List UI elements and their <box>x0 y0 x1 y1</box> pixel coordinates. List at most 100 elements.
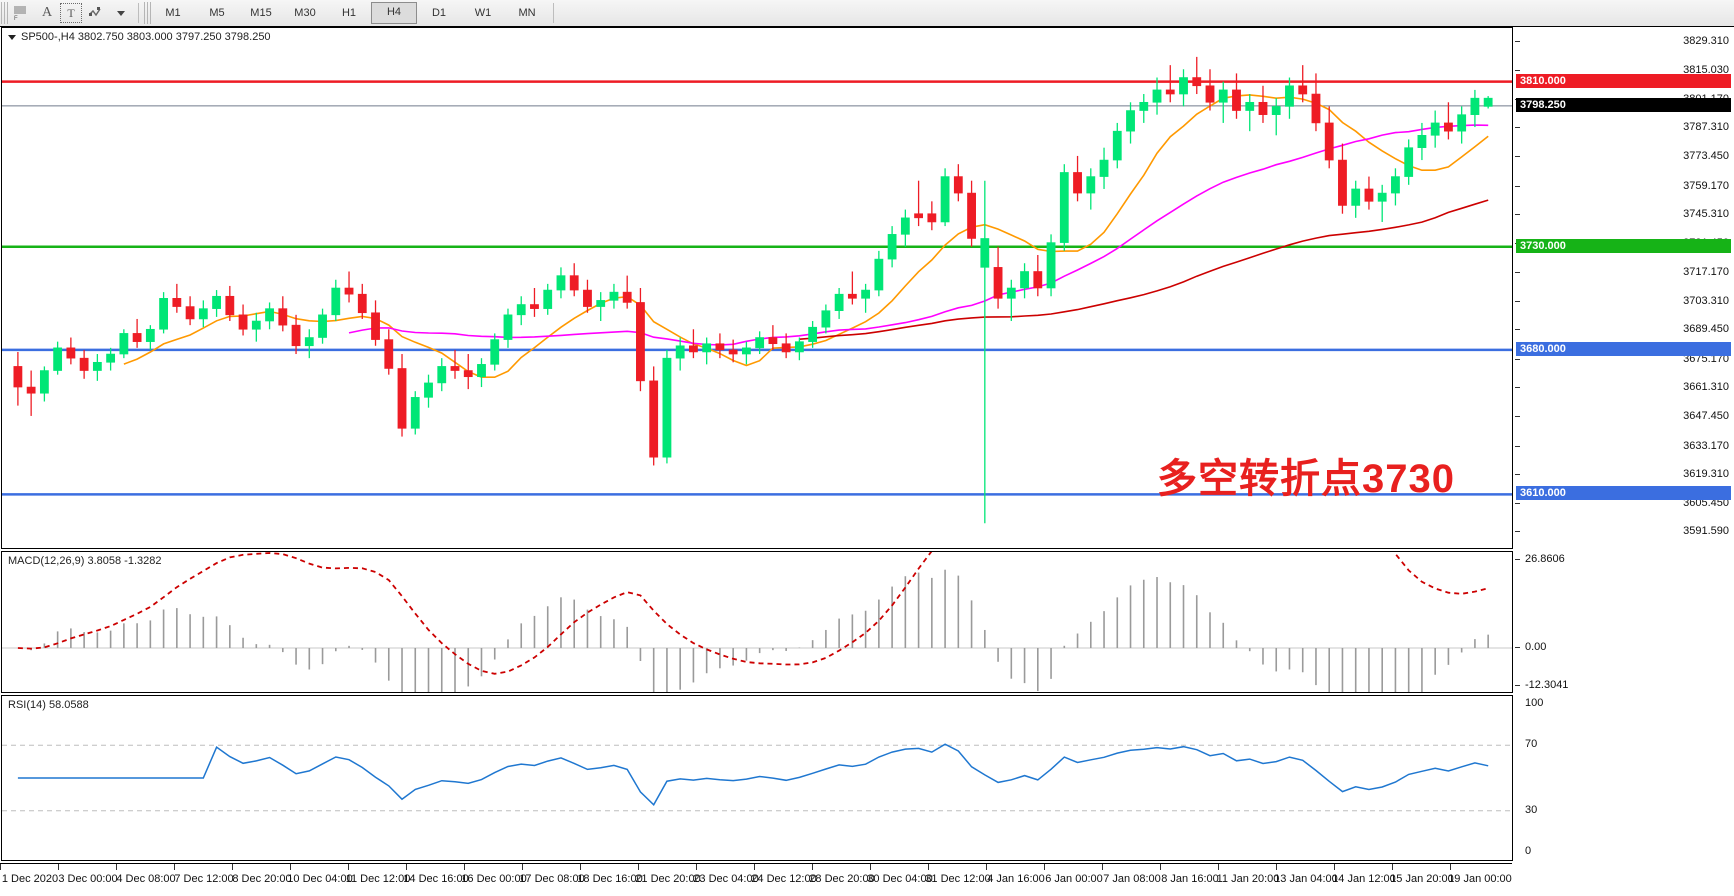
x-tick-mark <box>1276 864 1277 870</box>
x-tick-label: 19 Jan 00:00 <box>1448 873 1512 885</box>
timeframe-grip[interactable] <box>144 2 151 24</box>
x-tick-mark <box>464 864 465 870</box>
x-tick-label: 21 Dec 20:00 <box>635 873 701 885</box>
x-tick-mark <box>870 864 871 870</box>
tab-d1[interactable]: D1 <box>431 7 447 19</box>
y-tick-label: 3591.590 <box>1683 525 1729 538</box>
chart-frame: SP500-,H4 3802.750 3803.000 3797.250 379… <box>0 26 1734 894</box>
tab-h1[interactable]: H1 <box>341 7 357 19</box>
timeframe-group: M1 M5 M15 M30 H1 H4 D1 W1 MN <box>151 2 549 24</box>
rsi-y-axis[interactable]: 100 70 30 0 <box>1515 695 1733 861</box>
price-label-support-line[interactable]: 3610.000 <box>1516 486 1731 501</box>
toolbar-divider-2 <box>553 3 554 23</box>
x-tick-label: 8 Jan 16:00 <box>1161 873 1219 885</box>
tab-h4[interactable]: H4 <box>371 2 417 24</box>
x-tick-mark <box>986 864 987 870</box>
x-tick-mark <box>174 864 175 870</box>
y-tick-label: 3703.310 <box>1683 294 1729 307</box>
macd-tick-mark <box>1515 685 1520 686</box>
x-tick-label: 24 Dec 12:00 <box>751 873 817 885</box>
price-label-resistance-line[interactable]: 3810.000 <box>1516 73 1731 88</box>
x-tick-mark <box>1044 864 1045 870</box>
tab-mn[interactable]: MN <box>518 7 536 19</box>
x-tick-label: 1 Dec 2020 <box>1 873 59 885</box>
x-tick-mark <box>638 864 639 870</box>
y-tick-mark <box>1515 185 1520 187</box>
price-label-current-price[interactable]: 3798.250 <box>1516 97 1731 112</box>
x-tick-label: 6 Jan 00:00 <box>1045 873 1103 885</box>
x-tick-label: 14 Dec 16:00 <box>403 873 469 885</box>
text-tool-icon[interactable]: A <box>41 5 53 20</box>
y-tick-label: 3829.310 <box>1683 34 1729 47</box>
x-tick-label: 4 Dec 08:00 <box>116 873 176 885</box>
y-tick-mark <box>1515 214 1520 216</box>
tab-m1[interactable]: M1 <box>165 7 181 19</box>
x-tick-mark <box>116 864 117 870</box>
x-tick-mark <box>754 864 755 870</box>
price-label-support-line[interactable]: 3680.000 <box>1516 341 1731 356</box>
y-tick-label: 3745.310 <box>1683 208 1729 221</box>
macd-tick-label: 26.8606 <box>1525 553 1565 565</box>
symbol-info-label: SP500-,H4 3802.750 3803.000 3797.250 379… <box>8 31 271 43</box>
price-y-axis[interactable]: 3829.3103815.0303801.1703787.3103773.450… <box>1515 27 1733 549</box>
rsi-svg <box>2 743 1512 812</box>
x-tick-label: 31 Dec 12:00 <box>925 873 991 885</box>
y-tick-mark <box>1515 272 1520 274</box>
x-tick-label: 4 Jan 16:00 <box>987 873 1045 885</box>
tab-m30[interactable]: M30 <box>294 7 316 19</box>
collapse-arrow-icon[interactable] <box>8 34 16 40</box>
y-tick-mark <box>1515 531 1520 533</box>
x-tick-label: 11 Dec 12:00 <box>345 873 411 885</box>
x-tick-mark <box>58 864 59 870</box>
y-tick-label: 3619.310 <box>1683 468 1729 481</box>
y-tick-label: 3661.310 <box>1683 381 1729 394</box>
dropdown-caret-icon[interactable] <box>108 2 134 24</box>
crosshair-icon[interactable]: F <box>8 2 34 24</box>
macd-panel[interactable]: MACD(12,26,9) 3.8058 -1.3282 <box>1 551 1513 693</box>
x-tick-label: 17 Dec 08:00 <box>519 873 585 885</box>
time-axis[interactable]: 1 Dec 2020 3 Dec 00:00 4 Dec 08:00 7 Dec 12… <box>0 863 1512 896</box>
y-tick-label: 3759.170 <box>1683 179 1729 192</box>
x-tick-label: 23 Dec 04:00 <box>693 873 759 885</box>
x-tick-mark <box>1102 864 1103 870</box>
price-chart-panel[interactable]: SP500-,H4 3802.750 3803.000 3797.250 379… <box>1 27 1513 549</box>
rsi-tick-label: 100 <box>1525 697 1544 709</box>
y-tick-label: 3647.450 <box>1683 410 1729 423</box>
macd-label: MACD(12,26,9) 3.8058 -1.3282 <box>8 555 162 567</box>
y-tick-label: 3787.310 <box>1683 121 1729 134</box>
x-tick-label: 3 Dec 00:00 <box>58 873 118 885</box>
macd-tick-label: 0.00 <box>1525 641 1547 654</box>
y-tick-mark <box>1515 40 1520 42</box>
macd-y-axis[interactable]: 26.8606 0.00 -12.3041 <box>1515 551 1733 693</box>
tab-m5[interactable]: M5 <box>209 7 225 19</box>
x-tick-label: 18 Dec 16:00 <box>577 873 643 885</box>
x-tick-mark <box>348 864 349 870</box>
rsi-tick-label: 70 <box>1525 738 1538 751</box>
price-label-pivot-line[interactable]: 3730.000 <box>1516 238 1731 253</box>
x-tick-mark <box>406 864 407 870</box>
y-tick-label: 3633.170 <box>1683 439 1729 452</box>
x-tick-label: 7 Jan 08:00 <box>1103 873 1161 885</box>
x-tick-label: 28 Dec 20:00 <box>809 873 875 885</box>
x-tick-mark <box>1334 864 1335 870</box>
y-tick-label: 3773.450 <box>1683 150 1729 163</box>
main-toolbar: F A T M1 M5 M15 M30 H1 H4 D1 <box>0 0 1734 27</box>
toolbar-grip[interactable] <box>1 2 8 24</box>
price-chart-svg <box>2 56 1512 524</box>
x-tick-label: 7 Dec 12:00 <box>174 873 234 885</box>
rsi-tick-label: 30 <box>1525 803 1538 816</box>
x-tick-label: 13 Jan 04:00 <box>1274 873 1338 885</box>
y-tick-mark <box>1515 329 1520 331</box>
x-tick-mark <box>0 864 1 870</box>
symbol-info-text: SP500-,H4 3802.750 3803.000 3797.250 379… <box>21 31 271 43</box>
tab-m15[interactable]: M15 <box>250 7 272 19</box>
objects-icon[interactable] <box>82 2 108 24</box>
rsi-panel[interactable]: RSI(14) 58.0588 <box>1 695 1513 861</box>
label-tool-icon[interactable]: T <box>60 3 82 23</box>
y-tick-mark <box>1515 127 1520 129</box>
y-tick-mark <box>1515 416 1520 418</box>
x-tick-mark <box>1450 864 1451 870</box>
toolbar-divider <box>138 3 139 23</box>
tab-w1[interactable]: W1 <box>474 7 492 19</box>
